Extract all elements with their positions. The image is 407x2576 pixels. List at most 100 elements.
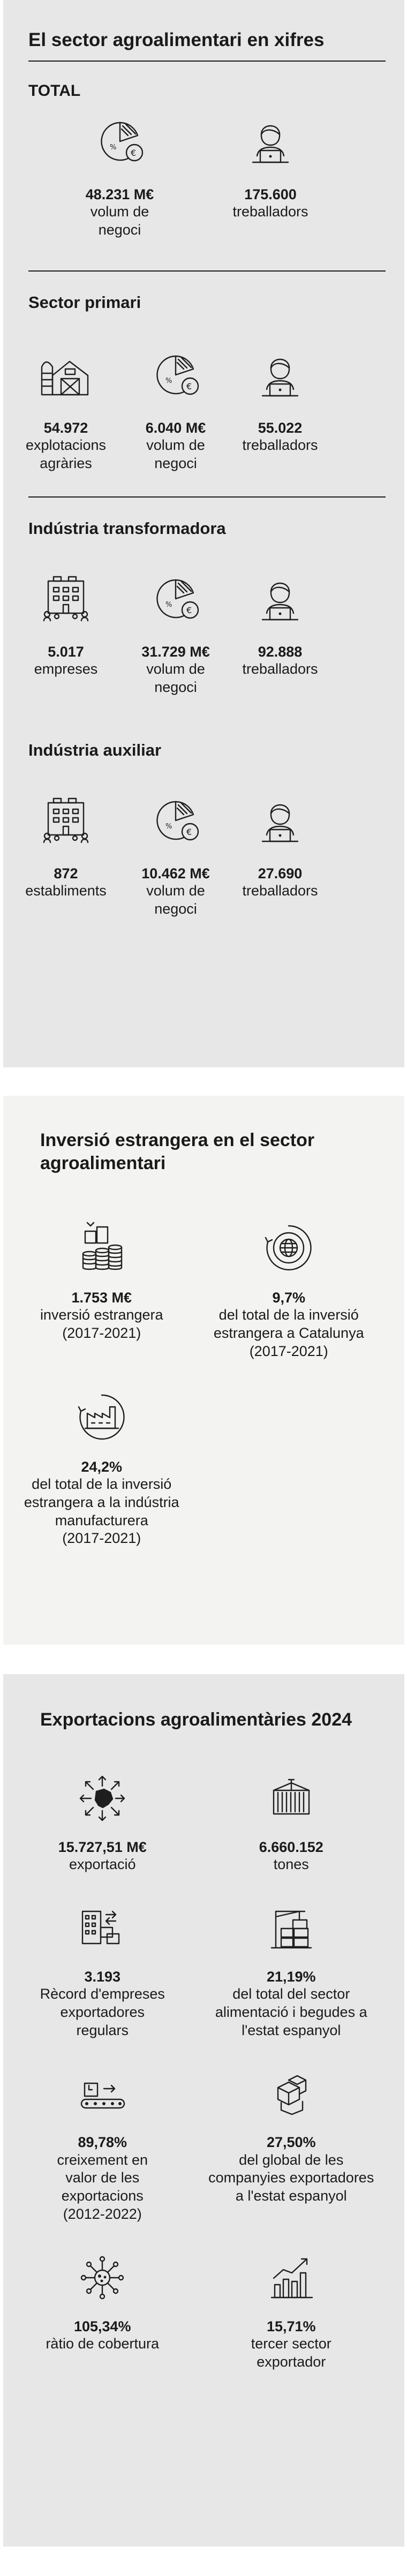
export-stat: 89,78% creixement en valor de les exportaci… <box>11 2064 194 2223</box>
stat-auxiliar-workers: 27.690 treballadors <box>242 791 318 918</box>
auxiliar-heading: Indústria auxiliar <box>28 740 162 759</box>
stat-value: 55.022 <box>258 419 303 436</box>
stat-label-line1: volum de <box>146 883 205 899</box>
stat-label-line: del total de la inversió <box>218 1307 359 1323</box>
stat-label-line1: explotacions <box>25 437 107 454</box>
stat-label-line: del total de la inversió <box>32 1476 172 1493</box>
export-stat: 15.727,51 M€ exportació <box>11 1769 194 1874</box>
stat-value: 872 <box>54 865 78 882</box>
stat-label-line: (2012-2022) <box>63 2205 142 2222</box>
stat-transformadora-companies: 5.017 empreses <box>28 569 103 697</box>
stat-auxiliar-establishments: 872 establiments <box>25 791 107 918</box>
stat-value: 92.888 <box>258 643 303 660</box>
stat-label-line: (2017-2021) <box>62 1530 141 1547</box>
stat-label-line: l'estat espanyol <box>242 2022 341 2038</box>
worker-laptop-icon <box>241 112 300 171</box>
stat-value: 175.600 <box>244 186 297 202</box>
pie-chart-euro-icon <box>91 112 149 171</box>
stat-auxiliar-revenue: 10.462 M€ volum de negoci <box>133 791 218 918</box>
stat-value: 31.729 M€ <box>141 643 210 660</box>
stat-primari-revenue: 6.040 M€ volum de negoci <box>141 345 210 473</box>
pie-chart-euro-icon <box>146 345 205 404</box>
exports-panel: Exportacions agroalimentàries 2024 15.72… <box>3 1674 404 2547</box>
stat-value: 27.690 <box>258 865 303 882</box>
stat-label-line1: volum de <box>146 437 205 454</box>
export-stat: 21,19% del total del sector alimentació i … <box>200 1899 383 2040</box>
stat-label-line: ràtio de cobertura <box>46 2336 160 2352</box>
export-stat: 15,71% tercer sector exportador <box>200 2248 383 2371</box>
stat-value: 9,7% <box>272 1290 306 1306</box>
stat-value: 54.972 <box>43 419 88 436</box>
company-building-icon <box>36 569 95 628</box>
stat-value: 15,71% <box>266 2318 316 2334</box>
stat-label-line: regulars <box>76 2022 129 2038</box>
worker-laptop-icon <box>251 345 310 404</box>
stat-total-workers: 175.600 treballadors <box>232 112 308 239</box>
stat-label-line: valor de les <box>65 2170 140 2186</box>
stat-label-line2: agràries <box>40 455 92 472</box>
stat-label-line: exportacions <box>61 2188 144 2204</box>
investment-stat: 1.753 M€ inversió estrangera (2017-2021) <box>11 1218 193 1361</box>
stat-transformadora-workers: 92.888 treballadors <box>242 569 318 697</box>
growth-bar-chart-icon <box>262 2248 321 2307</box>
stat-value: 3.193 <box>84 1968 121 1985</box>
stat-label-line: exportació <box>69 1856 136 1872</box>
sector-figures-panel: El sector agroalimentari en xifres TOTAL… <box>3 0 404 1067</box>
stat-label-line1: treballadors <box>242 661 318 677</box>
stat-label-line: inversió estrangera <box>40 1307 163 1323</box>
company-building-icon <box>36 791 95 850</box>
exports-heading: Exportacions agroalimentàries 2024 <box>40 1709 352 1730</box>
stat-label-line2: negoci <box>154 900 197 917</box>
coverage-network-icon <box>73 2248 132 2307</box>
stat-value: 89,78% <box>78 2134 127 2151</box>
export-stat: 3.193 Rècord d'empreses exportadores regula… <box>11 1899 194 2040</box>
stat-label-line2: negoci <box>154 679 197 695</box>
stacked-boxes-icon <box>262 2064 321 2123</box>
stat-label-line: estrangera a Catalunya <box>213 1325 364 1342</box>
stat-label-line: creixement en <box>57 2151 148 2168</box>
stat-label-line: a l'estat espanyol <box>235 2188 347 2204</box>
stat-label-line: Rècord d'empreses <box>40 1986 165 2002</box>
worker-laptop-icon <box>251 791 310 850</box>
stat-value: 105,34% <box>73 2318 131 2334</box>
stat-label-line: (2017-2021) <box>249 1343 328 1359</box>
factory-cycle-icon <box>72 1388 131 1447</box>
stat-label-line: exportador <box>257 2353 326 2370</box>
shipping-container-icon <box>262 1769 321 1828</box>
primari-block: Sector primari 54.972 explotacions agràr… <box>25 270 386 496</box>
transformadora-block: Indústria transformadora 5.017 empreses … <box>28 496 386 719</box>
stat-label-line: alimentació i begudes a <box>215 2003 367 2020</box>
pie-chart-euro-icon <box>146 569 205 628</box>
stat-value: 5.017 <box>48 643 84 660</box>
stat-label: treballadors <box>232 204 308 220</box>
stat-label-line1: treballadors <box>242 883 318 899</box>
primari-heading: Sector primari <box>28 292 141 312</box>
investment-stat: 9,7% del total de la inversió estrangera a… <box>198 1218 380 1361</box>
catalonia-map-arrows-icon <box>73 1769 132 1828</box>
investment-stat: 24,2% del total de la inversió estrangera … <box>11 1388 193 1548</box>
stat-label-line1: establiments <box>25 883 107 899</box>
stat-value: 6.040 M€ <box>145 419 206 436</box>
total-heading: TOTAL <box>28 82 81 100</box>
stat-value: 10.462 M€ <box>141 865 210 882</box>
stat-value: 6.660.152 <box>259 1839 323 1855</box>
stat-label-line: del global de les <box>239 2151 344 2168</box>
stat-label-line: exportadores <box>60 2003 145 2020</box>
stat-label-line1: volum de <box>146 661 205 677</box>
stat-label-line: estrangera a la indústria <box>24 1494 179 1510</box>
pie-chart-euro-icon <box>146 791 205 850</box>
stat-value: 27,50% <box>266 2134 316 2151</box>
stat-value: 15.727,51 M€ <box>58 1839 147 1855</box>
stat-label-line: tones <box>273 1856 309 1872</box>
export-stat: 105,34% ràtio de cobertura <box>11 2248 194 2371</box>
page-title: El sector agroalimentari en xifres <box>28 29 386 62</box>
stat-label-line1: empreses <box>34 661 98 677</box>
stat-value: 48.231 M€ <box>85 186 154 202</box>
farm-barn-icon <box>36 345 95 404</box>
foreign-investment-panel: Inversió estrangera en el sector agroali… <box>3 1096 404 1645</box>
stat-label-line1: treballadors <box>242 437 318 454</box>
export-stat: 27,50% del global de les companyies export… <box>200 2064 383 2223</box>
export-stat: 6.660.152 tones <box>200 1769 383 1874</box>
conveyor-belt-boxes-icon <box>73 2064 132 2123</box>
stat-label-line: del total del sector <box>232 1986 350 2002</box>
